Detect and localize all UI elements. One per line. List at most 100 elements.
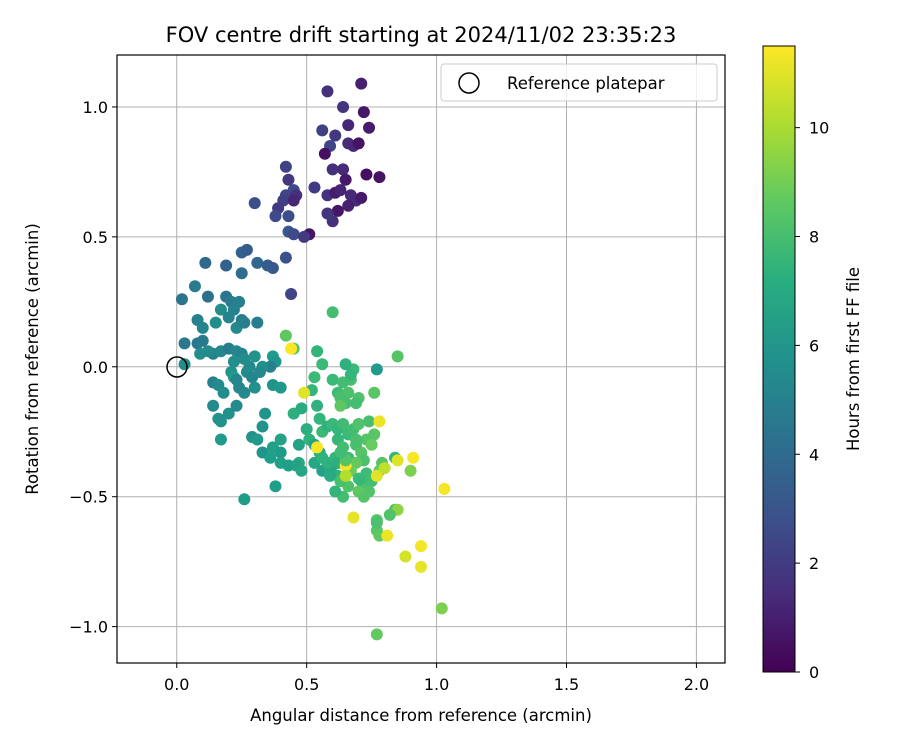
colorbar-gradient	[762, 45, 796, 673]
data-point	[334, 399, 347, 412]
data-point	[311, 399, 324, 412]
data-point	[251, 256, 264, 269]
data-point	[326, 306, 339, 319]
data-point	[269, 210, 282, 223]
data-point	[178, 337, 191, 350]
data-point	[339, 469, 352, 482]
data-point	[378, 462, 391, 475]
data-point	[334, 446, 347, 459]
colorbar: 0 2 4 6 8 10 Hours from first FF file	[762, 45, 863, 682]
y-tick-label: −0.5	[69, 488, 108, 507]
data-point	[352, 137, 365, 150]
y-axis-ticks: −1.0 −0.5 0.0 0.5 1.0	[69, 98, 117, 637]
data-point	[339, 173, 352, 186]
y-tick-label: 0.5	[83, 228, 108, 247]
data-point	[217, 386, 230, 399]
x-tick-label: 0.0	[164, 675, 189, 694]
data-point	[295, 464, 308, 477]
data-point	[266, 262, 279, 275]
data-point	[391, 454, 404, 467]
data-point	[251, 433, 264, 446]
colorbar-tick-label: 10	[809, 119, 829, 138]
data-point	[196, 321, 209, 334]
colorbar-tick-label: 0	[809, 663, 819, 682]
data-point	[201, 345, 214, 358]
data-point	[363, 415, 376, 428]
y-tick-label: −1.0	[69, 618, 108, 637]
data-point	[298, 386, 311, 399]
data-point	[350, 433, 363, 446]
data-point	[355, 191, 368, 204]
colorbar-ticks: 0 2 4 6 8 10	[795, 119, 829, 682]
data-point	[329, 485, 342, 498]
data-point	[238, 493, 251, 506]
data-point	[238, 386, 251, 399]
data-point	[238, 316, 251, 329]
data-point	[357, 106, 370, 119]
data-point	[227, 355, 240, 368]
data-point	[435, 602, 448, 615]
data-point	[316, 358, 329, 371]
data-points	[175, 77, 451, 641]
data-point	[279, 160, 292, 173]
x-tick-label: 2.0	[684, 675, 709, 694]
legend-marker-icon	[458, 72, 480, 94]
data-point	[350, 397, 363, 410]
data-point	[256, 420, 269, 433]
data-point	[404, 464, 417, 477]
data-point	[339, 358, 352, 371]
data-point	[248, 381, 261, 394]
data-point	[298, 230, 311, 243]
data-point	[342, 199, 355, 212]
data-point	[370, 469, 383, 482]
data-point	[337, 163, 350, 176]
data-point	[220, 259, 233, 272]
data-point	[279, 329, 292, 342]
data-point	[329, 129, 342, 142]
data-point	[274, 446, 287, 459]
colorbar-tick-label: 2	[809, 554, 819, 573]
grid-lines	[117, 55, 725, 663]
x-axis-title: Angular distance from reference (arcmin)	[250, 706, 592, 725]
data-point	[214, 303, 227, 316]
colorbar-tick-label: 4	[809, 445, 819, 464]
data-point	[365, 438, 378, 451]
data-point	[282, 173, 295, 186]
data-point	[214, 433, 227, 446]
data-point	[357, 490, 370, 503]
data-point	[399, 550, 412, 563]
data-point	[438, 482, 451, 495]
data-point	[316, 124, 329, 137]
data-point	[311, 345, 324, 358]
data-point	[222, 407, 235, 420]
data-point	[300, 423, 313, 436]
data-point	[209, 316, 222, 329]
data-point	[331, 204, 344, 217]
data-point	[274, 433, 287, 446]
data-point	[235, 267, 248, 280]
data-point	[313, 412, 326, 425]
x-axis-ticks: 0.0 0.5 1.0 1.5 2.0	[164, 663, 709, 694]
data-point	[264, 451, 277, 464]
data-point	[285, 288, 298, 301]
data-point	[199, 256, 212, 269]
data-point	[383, 508, 396, 521]
legend-box	[440, 63, 718, 102]
data-point	[321, 207, 334, 220]
y-tick-label: 0.0	[83, 358, 108, 377]
data-point	[274, 381, 287, 394]
data-point	[415, 560, 427, 573]
data-point	[311, 441, 324, 454]
legend: Reference platepar	[440, 63, 718, 102]
data-point	[196, 334, 209, 347]
data-point	[318, 147, 331, 160]
data-point	[381, 529, 394, 542]
data-point	[370, 628, 383, 641]
data-point	[269, 480, 282, 493]
data-point	[240, 243, 253, 256]
data-point	[337, 100, 350, 113]
x-tick-label: 1.0	[424, 675, 449, 694]
data-point	[207, 399, 220, 412]
colorbar-tick-label: 8	[809, 228, 819, 247]
